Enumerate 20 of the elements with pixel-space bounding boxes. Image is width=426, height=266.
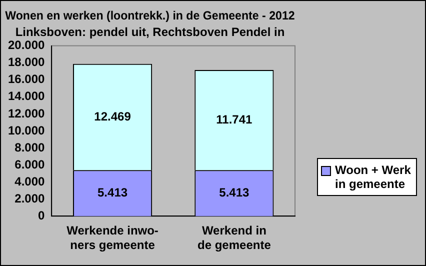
y-tick-label: 16.000	[8, 72, 46, 86]
y-tick-label: 12.000	[8, 106, 46, 120]
data-label: 12.469	[94, 109, 132, 124]
x-tick-label: Werkend in de gemeente	[197, 224, 272, 252]
y-tick-label: 6.000	[14, 157, 46, 172]
data-label: 11.741	[216, 112, 253, 126]
y-tick-label: 0	[38, 208, 46, 223]
y-tick-label: 18.000	[8, 55, 46, 70]
chart-subtitle: Linksboven: pendel uit, Rechtsboven Pendel in	[15, 24, 285, 39]
x-tick-label: Werkende inwo- ners gemeente	[66, 224, 158, 252]
y-tick-label: 2.000	[14, 191, 46, 206]
y-tick-label: 10.000	[8, 123, 46, 138]
data-label: 5.413	[219, 185, 250, 200]
y-tick-label: 20.000	[8, 38, 46, 52]
y-tick-label: 8.000	[14, 140, 46, 154]
legend-label: Woon + Werk in gemeente	[335, 163, 412, 191]
data-label: 5.413	[98, 185, 128, 200]
chart-title: Wonen en werken (loontrekk.) in de Gemeente - 2012	[5, 9, 296, 23]
y-tick-label: 14.000	[8, 89, 46, 104]
y-tick-label: 4.000	[14, 174, 46, 188]
